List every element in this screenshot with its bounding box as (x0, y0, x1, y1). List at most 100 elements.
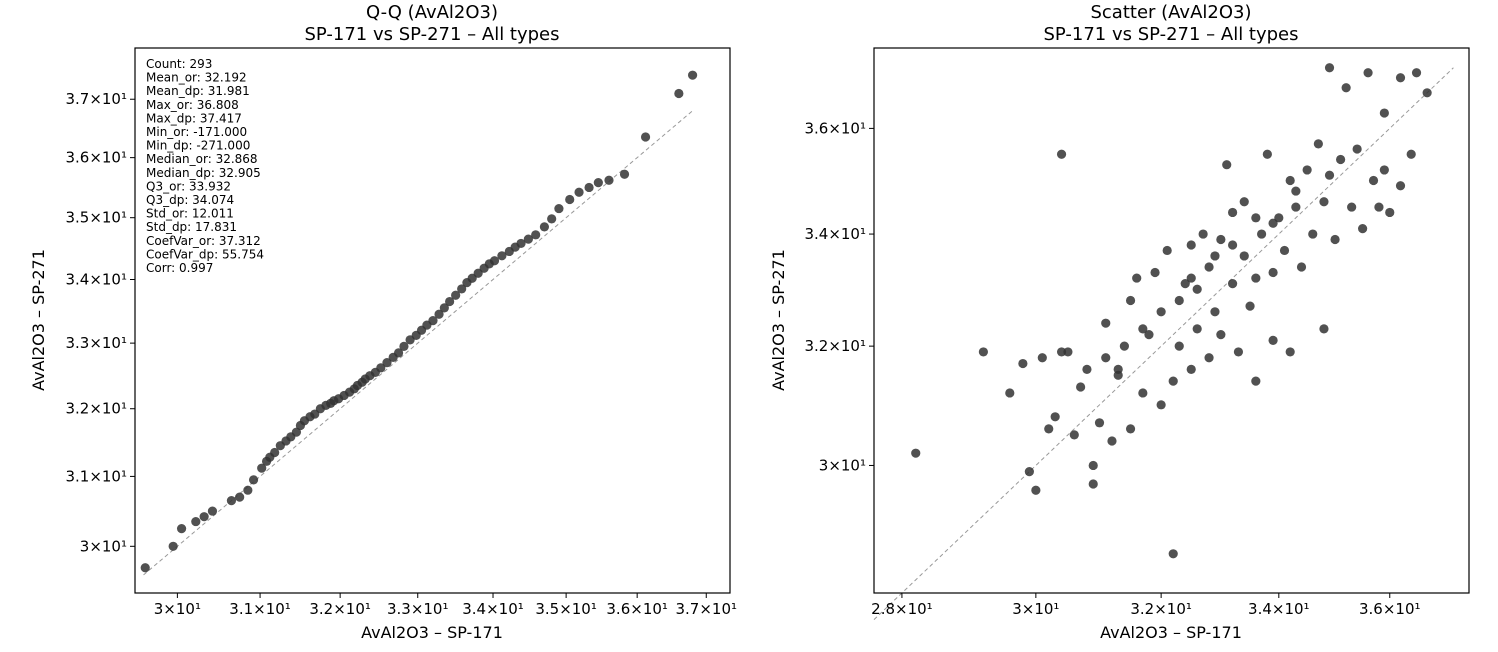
stats-line: Count: 293 (146, 57, 212, 71)
data-point (604, 175, 614, 185)
scatter-y-ticks: 3×10¹ 3.2×10¹ 3.4×10¹ 3.6×10¹ (804, 119, 874, 474)
data-point (1063, 347, 1073, 357)
y-tick-label: 3.6×10¹ (65, 149, 127, 167)
qq-x-axis-label: AvAl2O3 – SP-171 (361, 623, 503, 642)
data-point (1308, 229, 1318, 239)
data-point (1204, 353, 1214, 363)
data-point (1076, 382, 1086, 392)
data-point (1107, 436, 1117, 446)
stats-line: Median_dp: 32.905 (146, 166, 261, 180)
scatter-points (911, 63, 1432, 559)
identity-line (143, 110, 693, 576)
data-point (1268, 218, 1278, 228)
stats-line: Min_dp: -271.000 (146, 139, 250, 153)
x-tick-label: 3.6×10¹ (606, 600, 668, 618)
data-point (1174, 341, 1184, 351)
data-point (1279, 245, 1290, 256)
x-tick-label: 3.2×10¹ (309, 600, 371, 618)
y-tick-label: 3×10¹ (819, 456, 866, 474)
data-point (1324, 170, 1335, 180)
data-point (1268, 335, 1278, 345)
y-tick-label: 3.6×10¹ (804, 119, 866, 137)
data-point (1285, 175, 1295, 186)
data-point (207, 506, 218, 516)
scatter-y-axis-label: AvAl2O3 – SP-271 (769, 249, 788, 391)
data-point (270, 447, 280, 458)
data-point (235, 492, 245, 502)
scatter-title: Scatter (AvAl2O3) (1090, 2, 1251, 23)
data-point (1056, 347, 1067, 357)
data-point (1233, 347, 1244, 357)
data-point (1168, 549, 1178, 559)
y-tick-label: 3.5×10¹ (65, 209, 127, 227)
stats-line: Median_or: 32.868 (146, 152, 258, 166)
stats-line: Max_dp: 37.417 (146, 111, 242, 125)
data-point (1285, 347, 1295, 357)
data-point (1186, 364, 1196, 374)
data-point (393, 348, 404, 358)
data-point (1319, 324, 1329, 334)
data-point (434, 309, 444, 319)
stats-line: Std_dp: 17.831 (146, 220, 237, 234)
data-point (574, 187, 584, 197)
data-point (451, 290, 461, 300)
data-point (1347, 202, 1357, 212)
stats-line: Q3_dp: 34.074 (146, 193, 234, 207)
data-point (516, 238, 526, 249)
data-point (1422, 88, 1432, 98)
stats-line: Max_or: 36.808 (146, 98, 239, 112)
qq-subtitle: SP-171 vs SP-271 – All types (304, 24, 559, 45)
data-point (1031, 485, 1041, 495)
data-point (1406, 149, 1416, 159)
qq-title: Q-Q (AvAl2O3) (366, 2, 498, 23)
data-point (439, 303, 449, 313)
data-point (445, 296, 455, 307)
data-point (674, 88, 684, 99)
data-point (489, 256, 500, 266)
qq-x-ticks: 3×10¹ 3.1×10¹ 3.2×10¹ 3.3×10¹ 3.4×10¹ 3.5×10¹… (154, 593, 737, 618)
data-point (1144, 330, 1154, 340)
stats-line: Min_or: -171.000 (146, 125, 247, 139)
data-point (593, 178, 603, 188)
y-tick-label: 3.4×10¹ (804, 225, 866, 243)
data-point (1274, 213, 1284, 223)
data-point (547, 214, 557, 224)
y-tick-label: 3.2×10¹ (65, 400, 127, 418)
data-point (1324, 63, 1335, 73)
data-point (1056, 149, 1067, 159)
data-point (1180, 279, 1190, 289)
data-point (376, 363, 386, 373)
data-point (1374, 202, 1384, 212)
scatter-identity-line (873, 67, 1454, 620)
scatter-x-axis-label: AvAl2O3 – SP-171 (1100, 623, 1242, 642)
qq-plot-frame (134, 47, 731, 594)
data-point (1227, 207, 1238, 218)
x-tick-label: 3×10¹ (154, 600, 201, 618)
data-point (199, 512, 209, 522)
data-point (978, 347, 988, 357)
x-tick-label: 3.3×10¹ (387, 600, 449, 618)
stats-line: Corr: 0.997 (146, 261, 213, 275)
stats-line: Mean_dp: 31.981 (146, 84, 250, 98)
data-point (1192, 284, 1202, 294)
data-point (1018, 358, 1028, 369)
data-point (428, 316, 438, 326)
data-point (523, 234, 533, 244)
qq-plot-panel: Q-Q (AvAl2O3) SP-171 vs SP-271 – All typ… (29, 2, 737, 642)
data-point (1257, 229, 1267, 239)
data-point (1119, 341, 1129, 351)
data-point (1168, 376, 1178, 386)
data-point (1395, 181, 1406, 191)
data-point (1162, 245, 1172, 256)
data-point (1379, 108, 1389, 118)
data-point (1395, 73, 1406, 83)
data-point (640, 132, 651, 142)
stats-line: CoefVar_dp: 55.754 (146, 247, 264, 261)
data-point (1302, 165, 1312, 175)
x-tick-label: 3.1×10¹ (229, 600, 291, 618)
data-point (1094, 418, 1105, 428)
stats-line: Q3_or: 33.932 (146, 179, 231, 193)
scatter-plot-panel: Scatter (AvAl2O3) SP-171 vs SP-271 – All… (769, 2, 1470, 642)
data-point (619, 169, 630, 179)
